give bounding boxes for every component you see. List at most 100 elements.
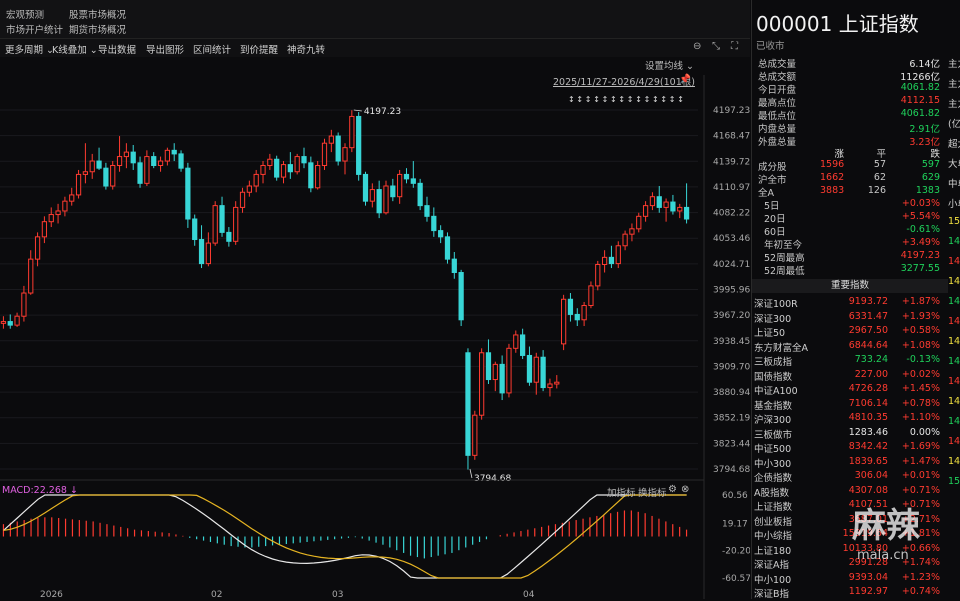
marker-arrow: ↕ xyxy=(593,95,600,104)
index-row[interactable]: 三板成指 733.24 -0.13% xyxy=(754,354,940,368)
nav-account-stats[interactable]: 市场开户统计 xyxy=(6,25,64,36)
index-row[interactable]: 上证指数 4107.51 +0.71% xyxy=(754,499,940,513)
watermark-sub: mala.cn xyxy=(857,548,909,563)
index-row[interactable]: 深证A指 2991.28 +1.74% xyxy=(754,557,940,571)
candle-body xyxy=(410,178,416,184)
candle-body xyxy=(21,292,27,317)
stat-value: 3.23亿 xyxy=(909,137,940,148)
nav-stock-market-overview[interactable]: 股票市场概况 xyxy=(69,10,127,21)
shrink-icon[interactable]: ⤡ xyxy=(712,41,720,52)
index-row[interactable]: 中证500 8342.42 +1.69% xyxy=(754,441,940,455)
candle-body xyxy=(438,230,444,238)
candle-body xyxy=(103,167,109,187)
candle-body xyxy=(75,173,82,196)
index-row[interactable]: 基金指数 7106.14 +0.78% xyxy=(754,397,940,412)
candle-body xyxy=(629,228,635,235)
candle-body xyxy=(663,201,669,208)
strip-label: 主力 xyxy=(948,59,960,70)
index-row[interactable]: 中小综指 15919.64 +1.81% xyxy=(754,528,940,542)
strip-label: 15: xyxy=(948,216,960,227)
range-stats-button[interactable]: 区间统计 xyxy=(193,45,232,56)
fullscreen-icon[interactable]: ⛶ xyxy=(731,41,738,52)
y-tick-label: 3909.70 xyxy=(713,362,750,372)
y-tick-label: 4082.22 xyxy=(713,209,750,219)
candle-body xyxy=(48,214,54,223)
candle-body xyxy=(198,239,205,265)
candle-body xyxy=(677,206,683,212)
candle-body xyxy=(321,142,328,166)
marker-arrow: ↕ xyxy=(602,95,609,104)
candle-body xyxy=(137,162,143,184)
index-row[interactable]: 企债指数 306.04 +0.01% xyxy=(754,470,940,484)
strip-label: 14: xyxy=(948,396,960,407)
y-tick-label: 3880.94 xyxy=(713,388,750,398)
macd-y-tick: 60.56 xyxy=(722,491,748,501)
stat-value: 4061.82 xyxy=(900,108,940,119)
candle-body xyxy=(123,151,130,158)
y-tick-label: 3852.19 xyxy=(713,414,750,424)
strip-label: 14: xyxy=(948,356,960,367)
macd-value-label: MACD:22.268 ↓ xyxy=(2,485,78,496)
anno-arrow xyxy=(353,109,362,112)
candle-body xyxy=(472,414,478,456)
index-row[interactable]: 沪深300 4810.35 +1.10% xyxy=(754,412,940,426)
candle-body xyxy=(349,115,355,149)
candle-body xyxy=(547,383,553,389)
index-row[interactable]: 深证100R 9193.72 +1.87% xyxy=(754,296,940,310)
index-row[interactable]: 东方财富全A 6844.64 +1.08% xyxy=(754,339,940,354)
index-row[interactable]: 深证300 6331.47 +1.93% xyxy=(754,310,940,325)
index-row[interactable]: 国债指数 227.00 +0.02% xyxy=(754,368,940,383)
more-periods-dropdown[interactable]: 更多周期 ⌄ xyxy=(5,45,54,56)
stat-row: 内盘总量 2.91亿 xyxy=(758,121,940,135)
x-tick-label: 04 xyxy=(523,590,535,599)
ma-settings-button[interactable]: 设置均线 ⌄ xyxy=(645,61,694,72)
candle-body xyxy=(55,210,61,216)
x-tick-label: 03 xyxy=(332,590,343,599)
index-row[interactable]: 中小300 1839.65 +1.47% xyxy=(754,455,940,470)
strip-label: 14: xyxy=(948,456,960,467)
strip-label: 14: xyxy=(948,276,960,287)
gear-icon[interactable]: ⚙ xyxy=(668,484,677,495)
minus-circle-icon[interactable]: ⊖ xyxy=(693,41,702,52)
magic-nine-button[interactable]: 神奇九转 xyxy=(287,45,326,56)
candle-body xyxy=(212,205,218,244)
index-row[interactable]: 中证A100 4726.28 +1.45% xyxy=(754,383,940,397)
stat-label: 总成交额 xyxy=(758,72,797,83)
index-row[interactable]: 中小100 9393.04 +1.23% xyxy=(754,571,940,586)
candle-body xyxy=(274,158,280,178)
candle-body xyxy=(520,334,526,356)
breadth-header: 涨 平 跌 xyxy=(834,149,940,160)
export-image-button[interactable]: 导出图形 xyxy=(146,45,185,56)
change-indicator-button[interactable]: 换指标 xyxy=(638,488,667,499)
marker-arrow: ↕ xyxy=(669,95,676,104)
kline-overlay-dropdown[interactable]: K线叠加 ⌄ xyxy=(52,45,98,56)
y-tick-label: 3967.20 xyxy=(713,311,750,321)
index-row[interactable]: 三板做市 1283.46 0.00% xyxy=(754,426,940,441)
nav-macro-forecast[interactable]: 宏观预测 xyxy=(6,10,45,21)
index-row[interactable]: 上证180 10133.80 +0.66% xyxy=(754,542,940,557)
index-row[interactable]: 上证50 2967.50 +0.58% xyxy=(754,325,940,339)
price-alert-button[interactable]: 到价提醒 xyxy=(240,45,279,56)
index-row[interactable]: 深证B指 1192.97 +0.74% xyxy=(754,586,940,600)
index-row[interactable]: A股指数 4307.08 +0.71% xyxy=(754,484,940,499)
y-tick-label: 4053.46 xyxy=(713,234,750,244)
index-row[interactable]: 创业板指 3687.01 +2.71% xyxy=(754,513,940,528)
pin-icon[interactable]: 📌 xyxy=(679,74,691,85)
candle-body xyxy=(34,236,41,260)
candle-body xyxy=(465,352,471,456)
candle-body xyxy=(69,194,75,202)
quote-panel: 000001 上证指数 已收市 总成交量 6.14亿 总成交额 11266亿 今日开盘 4… xyxy=(751,0,948,600)
strip-label: (亿 xyxy=(948,119,960,130)
candle-body xyxy=(397,173,403,198)
candle-body xyxy=(171,149,177,155)
close-icon[interactable]: ⊗ xyxy=(681,484,690,495)
strip-label: 主力 xyxy=(948,79,960,90)
candle-body xyxy=(192,218,198,241)
nav-futures-overview[interactable]: 期货市场概况 xyxy=(69,25,127,36)
y-tick-label: 4139.72 xyxy=(713,157,750,167)
candle-body xyxy=(89,160,95,173)
macd-dif-line xyxy=(3,494,687,579)
add-indicator-button[interactable]: 加指标 xyxy=(607,488,636,499)
export-data-button[interactable]: 导出数据 xyxy=(98,45,137,56)
